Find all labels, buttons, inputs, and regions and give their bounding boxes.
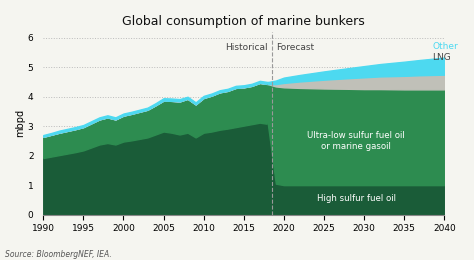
Y-axis label: mbpd: mbpd	[15, 109, 25, 137]
Text: High sulfur fuel oil: High sulfur fuel oil	[317, 194, 395, 203]
Text: Other: Other	[432, 42, 458, 51]
Text: Forecast: Forecast	[276, 43, 314, 52]
Text: Historical: Historical	[225, 43, 268, 52]
Title: Global consumption of marine bunkers: Global consumption of marine bunkers	[122, 15, 365, 28]
Text: Source: BloombergNEF, IEA.: Source: BloombergNEF, IEA.	[5, 250, 111, 259]
Text: Ultra-low sulfur fuel oil
or marine gasoil: Ultra-low sulfur fuel oil or marine gaso…	[307, 131, 405, 151]
Text: LNG: LNG	[432, 53, 451, 62]
